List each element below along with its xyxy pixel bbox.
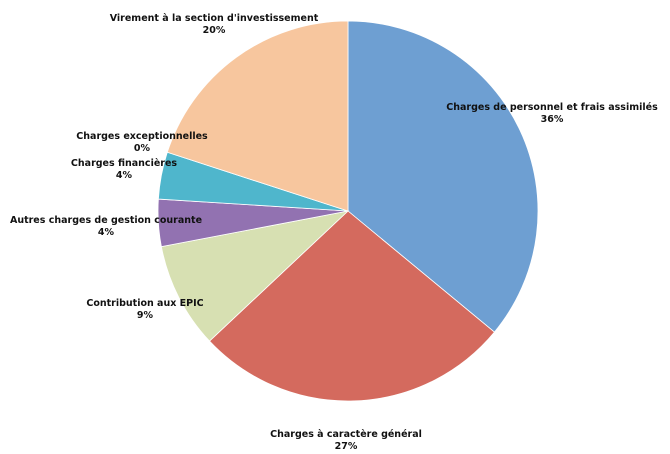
pie-slice-charges-a-caractere-general [208,210,495,402]
slice-percent-charges-exceptionnelles: 0% [134,143,151,154]
pie-slices [157,20,539,402]
slice-label-charges-financieres: Charges financières [71,158,177,169]
slice-label-autres-charges-de-gestion-courante: Autres charges de gestion courante [10,215,202,226]
slice-label-contribution-aux-epic: Contribution aux EPIC [86,298,203,309]
slice-label-charges-de-personnel-et-frais-assimiles: Charges de personnel et frais assimilés [446,102,658,113]
pie-slice-charges-de-personnel-et-frais-assimiles [347,20,539,333]
slice-label-charges-a-caractere-general: Charges à caractère général [270,429,422,440]
slice-label-charges-exceptionnelles: Charges exceptionnelles [76,131,208,142]
slice-percent-charges-a-caractere-general: 27% [335,441,358,450]
pie-labels: Charges de personnel et frais assimilés3… [10,13,658,452]
slice-percent-virement-a-la-section-d-investissement: 20% [203,25,226,36]
pie-slice-contribution-aux-epic [160,210,350,342]
slice-percent-contribution-aux-epic: 9% [137,310,154,321]
slice-percent-charges-financieres: 4% [116,170,133,181]
pie-slice-virement-a-la-section-d-investissement [166,20,349,212]
slice-label-virement-a-la-section-d-investissement: Virement à la section d'investissement [110,13,319,24]
slice-percent-charges-de-personnel-et-frais-assimiles: 36% [541,114,564,125]
slice-percent-autres-charges-de-gestion-courante: 4% [98,227,115,238]
